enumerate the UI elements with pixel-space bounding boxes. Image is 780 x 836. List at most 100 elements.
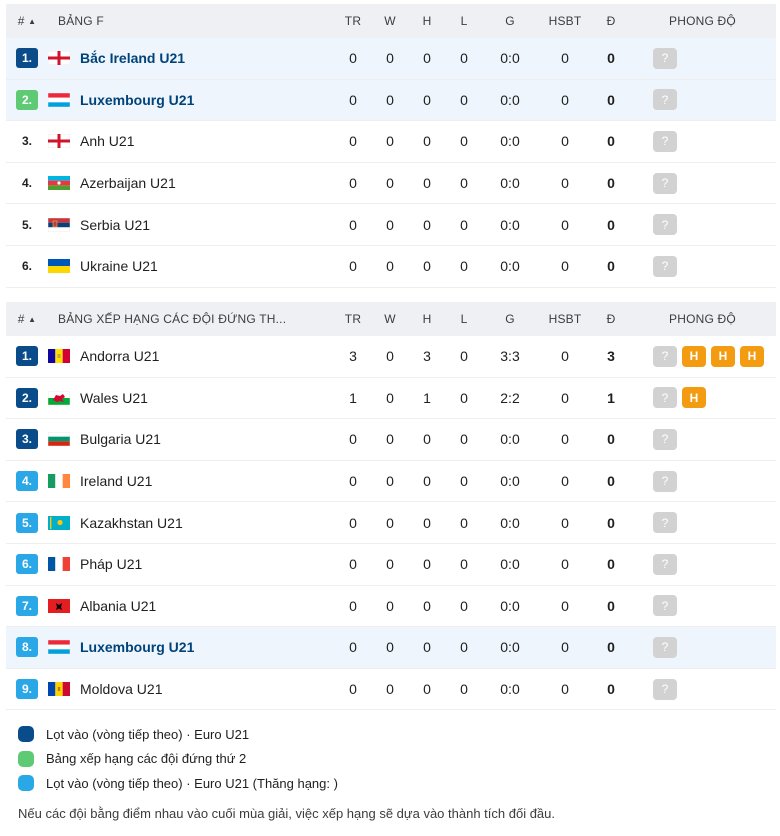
next-match-badge[interactable]: ? [653, 678, 677, 700]
next-match-badge[interactable]: ? [653, 553, 677, 575]
andorra-flag-icon [48, 349, 70, 364]
rank-cell: 8. [6, 637, 48, 658]
table-row[interactable]: 9. Moldova U21 0 0 0 0 0:0 0 0? [6, 669, 776, 711]
next-match-badge[interactable]: ? [653, 595, 677, 617]
table-row[interactable]: 2. Luxembourg U21 0 0 0 0 0:0 0 0? [6, 79, 776, 122]
team-name-link[interactable]: Andorra U21 [80, 348, 160, 365]
next-match-badge[interactable]: ? [653, 47, 677, 69]
d-header[interactable]: Đ [606, 312, 616, 326]
next-match-badge[interactable]: ? [653, 172, 677, 194]
rank-cell: 4. [6, 471, 48, 492]
matches-played-cell: 0 [349, 431, 357, 448]
next-match-badge[interactable]: ? [653, 130, 677, 152]
draw-result-badge[interactable]: H [682, 387, 706, 409]
h-header[interactable]: H [422, 312, 432, 326]
team-name-link[interactable]: Azerbaijan U21 [80, 175, 176, 192]
draw-result-badge[interactable]: H [740, 345, 764, 367]
goal-difference-cell: 0 [561, 50, 569, 67]
hsbt-header[interactable]: HSBT [548, 312, 582, 326]
d-header[interactable]: Đ [606, 14, 616, 28]
team-name-link[interactable]: Moldova U21 [80, 681, 163, 698]
goals-cell: 0:0 [500, 556, 520, 573]
rank-badge: 1. [16, 346, 38, 367]
goal-difference-cell: 0 [561, 597, 569, 614]
draws-cell: 0 [423, 473, 431, 490]
rank-sort-header[interactable]: # ▲ [6, 312, 48, 326]
draws-cell: 0 [423, 133, 431, 150]
goal-difference-cell: 0 [561, 639, 569, 656]
w-header[interactable]: W [384, 312, 396, 326]
w-header[interactable]: W [384, 14, 396, 28]
table-row[interactable]: 1. Bắc Ireland U21 0 0 0 0 0:0 0 0? [6, 38, 776, 80]
goal-difference-cell: 0 [561, 389, 569, 406]
g-header[interactable]: G [505, 14, 515, 28]
team-name-link[interactable]: Albania U21 [80, 597, 157, 614]
france-flag-icon [48, 557, 70, 572]
team-name-link[interactable]: Bắc Ireland U21 [80, 50, 186, 67]
points-cell: 0 [607, 556, 615, 573]
team-name-link[interactable]: Ireland U21 [80, 473, 153, 490]
team-name-link[interactable]: Pháp U21 [80, 556, 143, 573]
form-cell: ? H [629, 387, 776, 409]
table-row[interactable]: 2. Wales U21 1 0 1 0 2:2 0 1? H [6, 378, 776, 420]
next-match-badge[interactable]: ? [653, 636, 677, 658]
table-row[interactable]: 6. Pháp U21 0 0 0 0 0:0 0 0? [6, 544, 776, 586]
draws-cell: 1 [423, 389, 431, 406]
wins-cell: 0 [386, 91, 394, 108]
group-title-header[interactable]: BẢNG F [58, 14, 104, 28]
flag-cell [48, 390, 88, 405]
form-header: PHONG ĐỘ [669, 312, 736, 326]
next-match-badge[interactable]: ? [653, 428, 677, 450]
table-row[interactable]: 1. Andorra U21 3 0 3 0 3:3 0 3? H H H [6, 336, 776, 378]
rank-badge: 4. [16, 471, 38, 492]
draw-result-badge[interactable]: H [682, 345, 706, 367]
table-row[interactable]: 4. Ireland U21 0 0 0 0 0:0 0 0? [6, 461, 776, 503]
next-match-badge[interactable]: ? [653, 214, 677, 236]
table-row[interactable]: 5. Serbia U21 0 0 0 0 0:0 0 0? [6, 204, 776, 246]
next-match-badge[interactable]: ? [653, 387, 677, 409]
matches-played-cell: 3 [349, 348, 357, 365]
matches-played-cell: 0 [349, 91, 357, 108]
points-cell: 0 [607, 175, 615, 192]
team-name-link[interactable]: Anh U21 [80, 133, 135, 150]
table-row[interactable]: 4. Azerbaijan U21 0 0 0 0 0:0 0 0? [6, 163, 776, 205]
england-flag-icon [48, 134, 70, 149]
goals-cell: 0:0 [500, 681, 520, 698]
draws-cell: 0 [423, 431, 431, 448]
rank-sort-header[interactable]: # ▲ [6, 14, 48, 28]
team-name-link[interactable]: Bulgaria U21 [80, 431, 161, 448]
table-row[interactable]: 3. Bulgaria U21 0 0 0 0 0:0 0 0? [6, 419, 776, 461]
l-header[interactable]: L [460, 14, 468, 28]
team-name-link[interactable]: Wales U21 [80, 389, 148, 406]
tr-header[interactable]: TR [344, 14, 362, 28]
flag-cell [48, 640, 88, 655]
tr-header[interactable]: TR [344, 312, 362, 326]
wins-cell: 0 [386, 258, 394, 275]
ireland-flag-icon [48, 474, 70, 489]
table-row[interactable]: 6. Ukraine U21 0 0 0 0 0:0 0 0? [6, 246, 776, 288]
table-row[interactable]: 5. Kazakhstan U21 0 0 0 0 0:0 0 0? [6, 502, 776, 544]
table-row[interactable]: 7. Albania U21 0 0 0 0 0:0 0 0? [6, 586, 776, 628]
rank-badge: 7. [16, 595, 38, 616]
team-name-link[interactable]: Ukraine U21 [80, 258, 158, 275]
next-match-badge[interactable]: ? [653, 470, 677, 492]
goals-cell: 0:0 [500, 473, 520, 490]
northern-ireland-flag-icon [48, 51, 70, 66]
team-name-link[interactable]: Serbia U21 [80, 216, 151, 233]
hsbt-header[interactable]: HSBT [548, 14, 582, 28]
table-row[interactable]: 8. Luxembourg U21 0 0 0 0 0:0 0 0? [6, 627, 776, 669]
l-header[interactable]: L [460, 312, 468, 326]
next-match-badge[interactable]: ? [653, 345, 677, 367]
form-cell: ? [629, 553, 776, 575]
next-match-badge[interactable]: ? [653, 89, 677, 111]
next-match-badge[interactable]: ? [653, 255, 677, 277]
team-name-link[interactable]: Luxembourg U21 [80, 639, 195, 656]
team-name-link[interactable]: Luxembourg U21 [80, 91, 195, 108]
next-match-badge[interactable]: ? [653, 512, 677, 534]
g-header[interactable]: G [505, 312, 515, 326]
table-row[interactable]: 3. Anh U21 0 0 0 0 0:0 0 0? [6, 121, 776, 163]
group-title-header[interactable]: BẢNG XẾP HẠNG CÁC ĐỘI ĐỨNG TH... [58, 312, 287, 326]
team-name-link[interactable]: Kazakhstan U21 [80, 514, 183, 531]
h-header[interactable]: H [422, 14, 432, 28]
draw-result-badge[interactable]: H [711, 345, 735, 367]
